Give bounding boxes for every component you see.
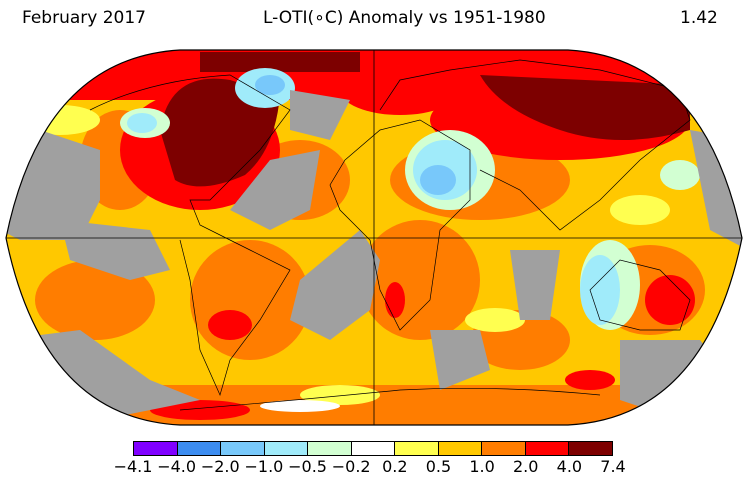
colorbar-swatch [482, 442, 526, 455]
anomaly-map [5, 49, 743, 426]
colorbar-swatch [395, 442, 439, 455]
colorbar-tick-label: −0.2 [331, 457, 371, 476]
colorbar-tick-label: 0.2 [382, 457, 408, 476]
cool-anomalies [120, 68, 700, 330]
colorbar-tick-label: 4.0 [556, 457, 583, 476]
global-mean-anomaly: 1.42 [680, 8, 718, 28]
map-title: L-OTI(∘C) Anomaly vs 1951-1980 [263, 8, 546, 28]
colorbar-swatch [351, 442, 396, 455]
colorbar-tick-label: 2.0 [512, 457, 539, 476]
colorbar-swatch [308, 442, 352, 455]
colorbar-swatch [438, 442, 483, 455]
colorbar-swatch [177, 442, 222, 455]
colorbar [133, 441, 613, 456]
colorbar-swatch [569, 442, 613, 455]
colorbar-swatch [525, 442, 570, 455]
colorbar-tick-label: −2.0 [200, 457, 240, 476]
colorbar-tick-label: −0.5 [288, 457, 327, 476]
colorbar-swatch [221, 442, 265, 455]
colorbar-tick-label: −4.0 [157, 457, 197, 476]
anomaly-field [6, 50, 742, 425]
colorbar-tick-label: 1.0 [469, 457, 495, 476]
colorbar-swatch [134, 442, 178, 455]
colorbar-tick-label: 7.4 [600, 457, 626, 476]
anomaly-4-7 [160, 52, 690, 187]
map-date: February 2017 [22, 8, 146, 28]
colorbar-tick-label: 0.5 [425, 457, 452, 476]
map-border [5, 49, 743, 426]
colorbar-tick-label: −4.1 [113, 457, 153, 476]
colorbar-ticks: −4.1 −4.0 −2.0 −1.0 −0.5 −0.2 0.2 0.5 1.0 2.0 4.0 7… [0, 457, 748, 479]
colorbar-tick-label: −1.0 [244, 457, 284, 476]
colorbar-swatch [264, 442, 309, 455]
